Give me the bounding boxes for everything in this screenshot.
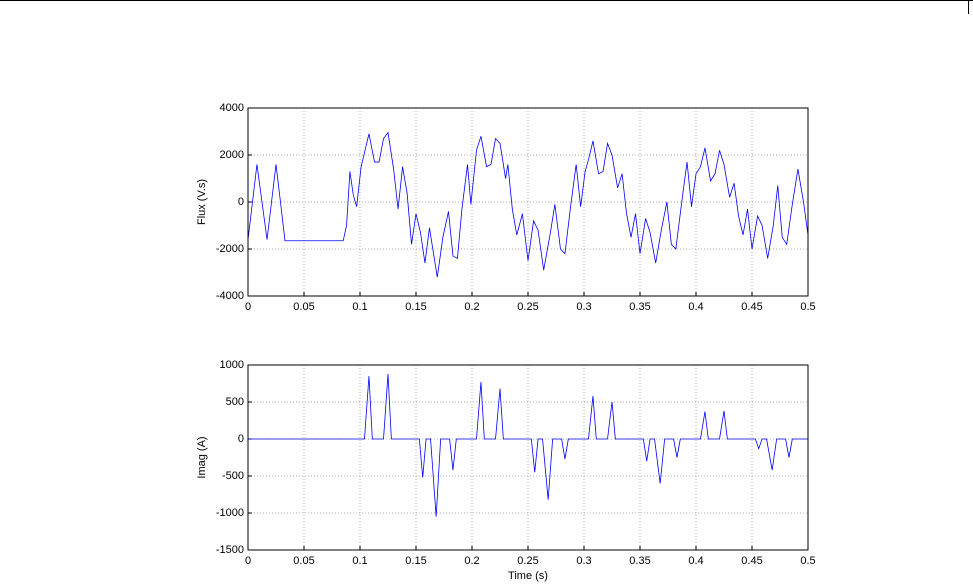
x-tick-label: 0.3	[576, 301, 591, 313]
x-tick-label: 0.2	[464, 301, 479, 313]
x-tick-label: 0	[245, 301, 251, 313]
y-tick-label: 0	[238, 196, 244, 208]
x-tick-label: 0.15	[405, 555, 426, 567]
x-tick-label: 0	[245, 555, 251, 567]
x-tick-label: 0.25	[517, 301, 538, 313]
x-tick-label: 0.4	[688, 301, 703, 313]
x-tick-label: 0.15	[405, 301, 426, 313]
y-tick-label: -1000	[216, 507, 244, 519]
x-tick-label: 0.35	[629, 555, 650, 567]
x-tick-label: 0.4	[688, 555, 703, 567]
x-tick-label: 0.05	[293, 301, 314, 313]
flux-line	[247, 131, 809, 278]
y-tick-label: 1000	[220, 359, 244, 371]
y-tick-label: 0	[238, 433, 244, 445]
axes-box	[247, 107, 809, 297]
x-tick-label: 0.5	[800, 301, 815, 313]
x-tick-label: 0.05	[293, 555, 314, 567]
flux-line	[248, 373, 808, 517]
y-tick-label: 500	[226, 396, 244, 408]
y-tick-label: 2000	[220, 149, 244, 161]
axes-box	[247, 364, 809, 551]
y-tick-label: -500	[222, 470, 244, 482]
y-tick-label: -2000	[216, 243, 244, 255]
x-tick-label: 0.35	[629, 301, 650, 313]
y-tick-label: -1500	[216, 544, 244, 556]
x-tick-label: 0.2	[464, 555, 479, 567]
x-tick-label: 0.25	[517, 555, 538, 567]
x-tick-label: 0.5	[800, 555, 815, 567]
x-tick-label: 0.45	[741, 555, 762, 567]
x-tick-label: 0.1	[352, 301, 367, 313]
x-tick-label: 0.3	[576, 555, 591, 567]
y-tick-label: -4000	[216, 290, 244, 302]
x-tick-label: 0.45	[741, 301, 762, 313]
y-tick-label: 4000	[220, 102, 244, 114]
x-axis-label: Time (s)	[508, 570, 548, 582]
y-axis-label: Flux (V.s)	[196, 179, 208, 225]
x-tick-label: 0.1	[352, 555, 367, 567]
y-axis-label: Imag (A)	[196, 436, 208, 478]
